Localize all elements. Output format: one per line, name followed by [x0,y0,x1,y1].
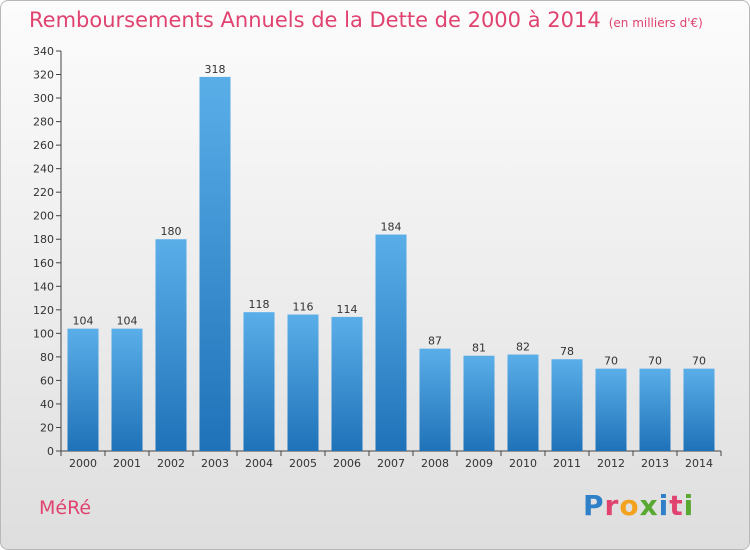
bar [155,239,187,451]
y-tick-label: 0 [47,445,54,458]
logo-letter: x [639,489,659,522]
data-label: 70 [692,355,706,368]
x-tick-label: 2009 [465,457,493,470]
bar [639,368,671,451]
data-label: 70 [648,355,662,368]
x-tick-label: 2005 [289,457,317,470]
bar [375,234,407,451]
bar [111,328,143,451]
logo-letter: P [583,489,605,522]
data-label: 114 [337,303,358,316]
logo-letter: i [683,489,695,522]
commune-name: MéRé [39,497,92,519]
bar [683,368,715,451]
data-label: 70 [604,355,618,368]
y-tick-label: 280 [33,116,54,129]
logo-letter: t [669,489,684,522]
data-label: 78 [560,345,574,358]
x-tick-label: 2012 [597,457,625,470]
data-label: 104 [73,315,94,328]
x-tick-label: 2014 [685,457,713,470]
proxiti-logo: Proxiti [583,489,694,522]
y-tick-label: 220 [33,186,54,199]
x-tick-label: 2003 [201,457,229,470]
data-label: 81 [472,342,486,355]
x-tick-label: 2007 [377,457,405,470]
logo-letter: r [604,489,620,522]
bar [67,328,99,451]
x-tick-label: 2013 [641,457,669,470]
bar [463,355,495,451]
y-tick-label: 180 [33,233,54,246]
chart-title: Remboursements Annuels de la Dette de 20… [29,8,703,32]
bar [199,76,231,451]
bar [287,314,319,451]
data-label: 318 [205,63,226,76]
y-tick-label: 300 [33,92,54,105]
y-tick-label: 140 [33,280,54,293]
data-label: 118 [249,298,270,311]
x-tick-label: 2004 [245,457,273,470]
y-tick-label: 240 [33,163,54,176]
x-tick-label: 2011 [553,457,581,470]
x-tick-label: 2008 [421,457,449,470]
data-label: 184 [381,221,402,234]
y-tick-label: 340 [33,45,54,58]
y-tick-label: 320 [33,69,54,82]
x-tick-label: 2002 [157,457,185,470]
y-tick-label: 40 [40,398,54,411]
x-tick-label: 2001 [113,457,141,470]
y-tick-label: 260 [33,139,54,152]
x-tick-label: 2000 [69,457,97,470]
bar [551,359,583,451]
bar [243,312,275,451]
bar [331,316,363,451]
x-tick-label: 2010 [509,457,537,470]
data-label: 116 [293,301,314,314]
data-label: 180 [161,225,182,238]
logo-letter: o [619,489,640,522]
chart-unit: (en milliers d'€) [608,16,703,30]
y-tick-label: 200 [33,210,54,223]
x-tick-label: 2006 [333,457,361,470]
y-tick-label: 60 [40,374,54,387]
bar [507,354,539,451]
logo-letter: i [658,489,670,522]
chart-title-text: Remboursements Annuels de la Dette de 20… [29,8,601,32]
y-tick-label: 120 [33,304,54,317]
bar [419,348,451,451]
y-tick-label: 80 [40,351,54,364]
y-tick-label: 160 [33,257,54,270]
data-label: 87 [428,335,442,348]
bar [595,368,627,451]
data-label: 82 [516,341,530,354]
y-tick-label: 20 [40,421,54,434]
data-label: 104 [117,315,138,328]
y-tick-label: 100 [33,327,54,340]
